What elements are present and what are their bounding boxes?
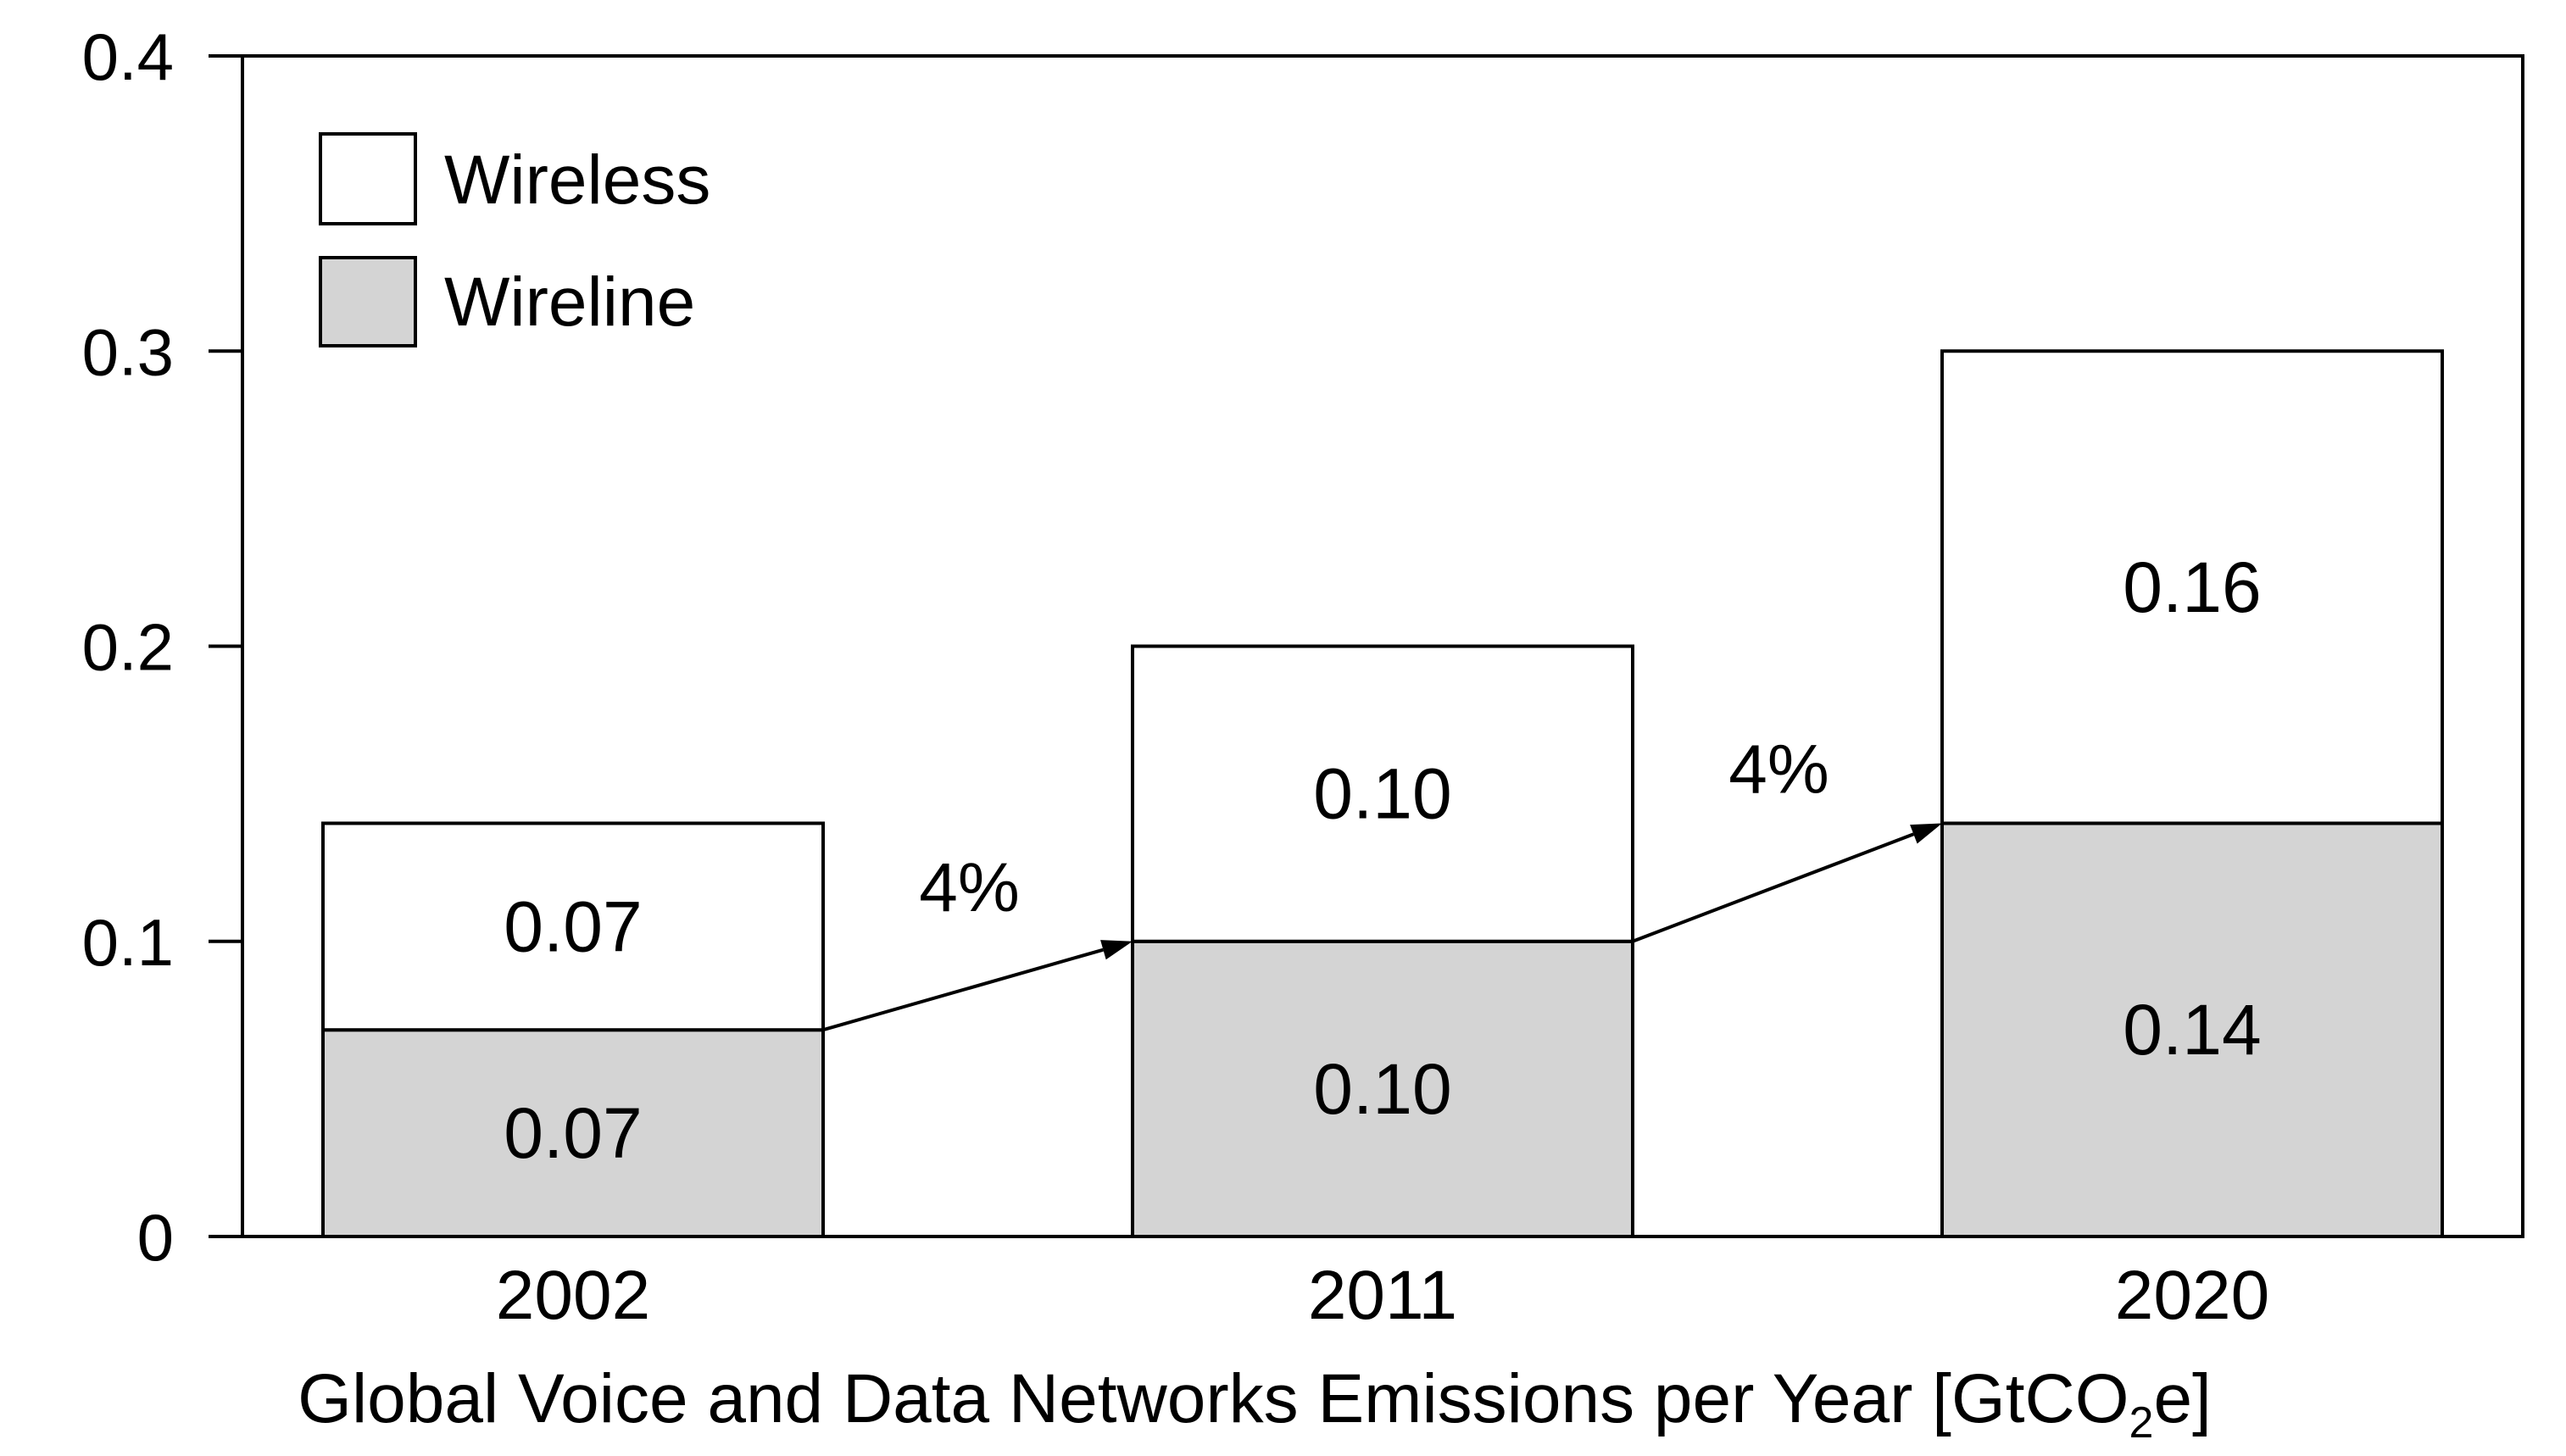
data-label-wireless-2011: 0.10 (1313, 754, 1452, 834)
x-axis-label-suffix: e] (2153, 1360, 2211, 1437)
data-label-wireless-2020: 0.16 (2123, 547, 2262, 627)
data-label-wireline-2020: 0.14 (2123, 990, 2262, 1070)
growth-arrow-line-2 (1632, 832, 1915, 943)
bar-wireless-2020 (1940, 349, 2444, 825)
bar-wireline-2002 (321, 1028, 825, 1238)
data-label-wireline-2011: 0.10 (1313, 1049, 1452, 1129)
x-axis-label-main: Global Voice and Data Networks Emissions… (298, 1360, 2129, 1437)
x-tick-label-2011: 2011 (1308, 1257, 1457, 1334)
y-tick-label-3: 0.3 (82, 314, 174, 389)
y-tick-label-0: 0 (137, 1200, 174, 1275)
bar-wireless-2002 (321, 821, 825, 1032)
x-tick-label-2002: 2002 (496, 1257, 650, 1334)
data-label-wireline-2002: 0.07 (504, 1093, 643, 1173)
x-axis-label: Global Voice and Data Networks Emissions… (298, 1360, 2212, 1448)
y-tick-label-2: 0.2 (82, 610, 174, 685)
y-tick-label-1: 0.1 (82, 905, 174, 980)
growth-arrows-group: 4% 4% (822, 731, 1942, 1032)
x-axis-label-subscript: 2 (2129, 1398, 2154, 1448)
growth-arrow-line-1 (822, 948, 1104, 1032)
data-label-wireless-2002: 0.07 (504, 886, 643, 966)
growth-annotation-2: 4% (1728, 731, 1829, 808)
legend-swatch-wireless (319, 132, 417, 225)
y-tick-label-4: 0.4 (82, 19, 174, 94)
bar-wireless-2011 (1131, 644, 1634, 943)
growth-annotation-1: 4% (919, 849, 1020, 926)
axes-group: 0 0.1 0.2 0.3 0.4 2002 2011 2020 (82, 19, 2524, 1334)
growth-arrow-head-2 (1910, 823, 1942, 844)
bar-wireline-2020 (1940, 821, 2444, 1238)
x-tick-label-2020: 2020 (2115, 1257, 2269, 1334)
growth-arrow-head-1 (1100, 940, 1133, 960)
legend: Wireless Wireline (319, 132, 710, 347)
legend-swatch-wireline (319, 256, 417, 347)
legend-label-wireless: Wireless (444, 142, 710, 219)
legend-label-wireline: Wireline (444, 264, 695, 341)
bars-group: 0.07 0.07 0.10 0.10 0.14 0.16 (321, 349, 2444, 1238)
